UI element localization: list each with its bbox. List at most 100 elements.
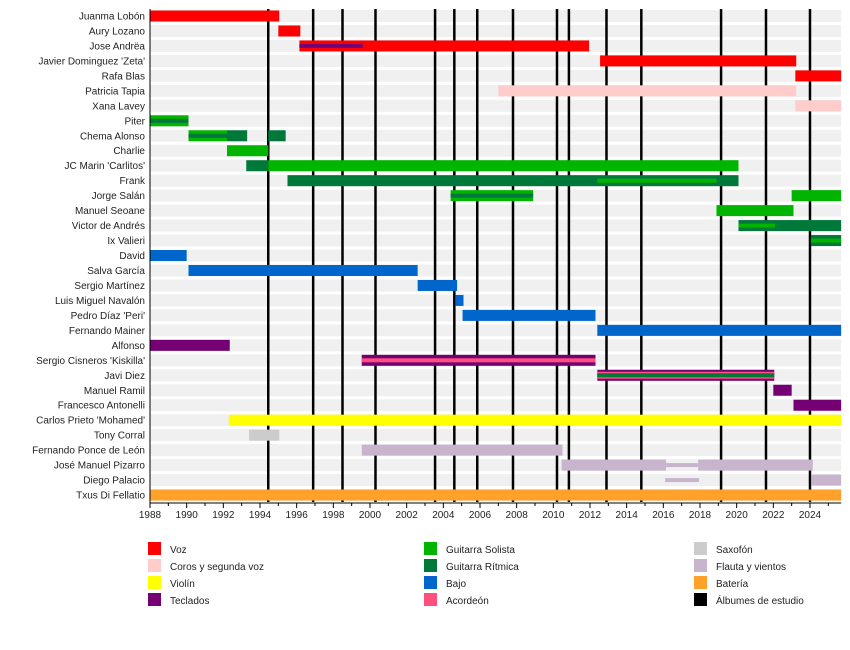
bar-ritmica [597, 373, 775, 378]
legend-swatch-voz [148, 542, 161, 555]
member-label: Tony Corral [94, 431, 145, 442]
row-background [150, 249, 842, 262]
row-background [150, 10, 842, 22]
member-label: José Manuel Pizarro [54, 461, 146, 472]
member-label: Aury Lozano [89, 26, 146, 37]
legend-label: Batería [716, 579, 749, 590]
legend-swatch-acordeon [424, 593, 437, 606]
bar-solista [810, 238, 842, 243]
bar-flauta [698, 459, 813, 471]
legend-label: Guitarra Rítmica [446, 562, 519, 573]
member-label: Salva García [87, 266, 145, 277]
bar-teclados [299, 43, 363, 48]
bar-flauta [665, 478, 700, 483]
x-tick-label: 2006 [469, 510, 492, 521]
bar-flauta [361, 444, 563, 456]
legend-label: Saxofón [716, 545, 753, 556]
row-background [150, 129, 842, 142]
row-background [150, 429, 842, 442]
bar-bajo [417, 279, 458, 291]
member-label: Xana Lavey [92, 101, 145, 112]
member-label: JC Marin 'Carlitos' [65, 161, 146, 172]
member-label: Txus Di Fellatio [76, 491, 145, 502]
bar-bajo [150, 250, 187, 262]
member-label: Fernando Mainer [69, 326, 146, 337]
member-label: Diego Palacio [83, 476, 145, 487]
member-label: Sergio Cisneros 'Kiskilla' [36, 356, 145, 367]
legend-swatch-coros [148, 559, 161, 572]
member-label: Patricia Tapia [85, 86, 145, 97]
legend-swatch-teclados [148, 593, 161, 606]
bar-voz [600, 55, 797, 67]
bar-voz [795, 70, 842, 82]
bar-ritmica [268, 130, 286, 142]
x-tick-label: 2018 [689, 510, 712, 521]
row-background [150, 99, 842, 112]
x-tick-label: 1996 [286, 510, 309, 521]
member-label: Fernando Ponce de León [32, 446, 145, 457]
row-background [150, 114, 842, 127]
legend-swatch-saxofon [694, 542, 707, 555]
member-label: Charlie [113, 146, 145, 157]
bar-solista [226, 145, 269, 157]
row-background [150, 339, 842, 352]
x-tick-label: 2010 [542, 510, 565, 521]
bar-coros [498, 85, 797, 97]
bar-teclados [773, 384, 792, 396]
bar-bajo [188, 264, 418, 276]
member-label: Jorge Salán [92, 191, 145, 202]
bar-ritmica [246, 160, 269, 172]
member-label: Javier Dominguez 'Zeta' [38, 56, 145, 67]
bar-saxofon [248, 429, 280, 441]
row-background [150, 384, 842, 397]
row-background [150, 459, 842, 472]
x-tick-label: 2022 [762, 510, 785, 521]
member-label: Sergio Martínez [74, 281, 145, 292]
bar-teclados [150, 339, 230, 351]
bar-solista [268, 160, 739, 172]
bar-bajo [462, 309, 596, 321]
member-label: Manuel Seoane [75, 206, 145, 217]
member-label: David [119, 251, 145, 262]
bar-solista [716, 205, 794, 217]
member-label: Pedro Díaz 'Peri' [71, 311, 145, 322]
x-tick-label: 1988 [139, 510, 162, 521]
bar-coros [795, 100, 842, 112]
member-label: Luis Miguel Navalón [55, 296, 145, 307]
row-background [150, 24, 842, 37]
member-label: Javi Diez [104, 371, 145, 382]
row-background [150, 204, 842, 217]
x-tick-label: 2024 [799, 510, 822, 521]
bar-ritmica [188, 133, 227, 138]
bar-bateria [150, 489, 842, 501]
legend-label: Teclados [170, 596, 209, 607]
legend-label: Guitarra Solista [446, 545, 515, 556]
bar-solista [791, 190, 842, 202]
legend-swatch-solista [424, 542, 437, 555]
bar-violin [228, 414, 842, 426]
x-tick-label: 1990 [176, 510, 199, 521]
row-background [150, 219, 842, 232]
x-tick-label: 2016 [652, 510, 675, 521]
bar-bajo [455, 294, 464, 306]
bar-voz [299, 40, 590, 52]
x-tick-label: 2020 [726, 510, 749, 521]
row-background [150, 294, 842, 307]
member-label: Ix Valieri [107, 236, 145, 247]
row-background [150, 234, 842, 247]
legend-swatch-album [694, 593, 707, 606]
row-background [150, 144, 842, 157]
legend-swatch-bajo [424, 576, 437, 589]
bar-flauta [561, 459, 667, 471]
member-label: Piter [124, 116, 145, 127]
member-label: Rafa Blas [102, 71, 145, 82]
x-tick-label: 1992 [212, 510, 235, 521]
bar-ritmica [150, 118, 189, 123]
member-label: Chema Alonso [80, 131, 145, 142]
legend-label: Violín [170, 579, 195, 590]
bar-teclados [793, 399, 842, 411]
member-label: Francesco Antonelli [58, 401, 145, 412]
bar-solista [738, 223, 776, 228]
x-tick-label: 1994 [249, 510, 272, 521]
